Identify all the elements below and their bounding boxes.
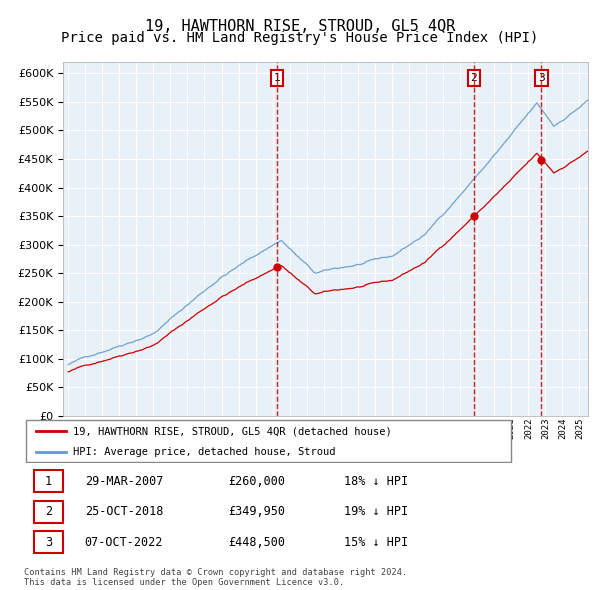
Text: 19, HAWTHORN RISE, STROUD, GL5 4QR: 19, HAWTHORN RISE, STROUD, GL5 4QR: [145, 19, 455, 34]
Text: Contains HM Land Registry data © Crown copyright and database right 2024.
This d: Contains HM Land Registry data © Crown c…: [24, 568, 407, 587]
Text: 19% ↓ HPI: 19% ↓ HPI: [344, 505, 408, 519]
Text: £448,500: £448,500: [228, 536, 285, 549]
Text: 1: 1: [274, 73, 280, 83]
Text: 3: 3: [45, 536, 52, 549]
Text: 29-MAR-2007: 29-MAR-2007: [85, 475, 163, 488]
Text: 2: 2: [470, 73, 478, 83]
FancyBboxPatch shape: [34, 532, 62, 553]
Text: 07-OCT-2022: 07-OCT-2022: [85, 536, 163, 549]
Text: 3: 3: [538, 73, 545, 83]
FancyBboxPatch shape: [26, 420, 511, 463]
FancyBboxPatch shape: [34, 501, 62, 523]
Text: Price paid vs. HM Land Registry's House Price Index (HPI): Price paid vs. HM Land Registry's House …: [61, 31, 539, 45]
Text: 19, HAWTHORN RISE, STROUD, GL5 4QR (detached house): 19, HAWTHORN RISE, STROUD, GL5 4QR (deta…: [73, 427, 392, 436]
FancyBboxPatch shape: [34, 470, 62, 492]
Text: 25-OCT-2018: 25-OCT-2018: [85, 505, 163, 519]
Text: 15% ↓ HPI: 15% ↓ HPI: [344, 536, 408, 549]
Text: £260,000: £260,000: [228, 475, 285, 488]
Text: 18% ↓ HPI: 18% ↓ HPI: [344, 475, 408, 488]
Text: £349,950: £349,950: [228, 505, 285, 519]
Text: 2: 2: [45, 505, 52, 519]
Text: 1: 1: [45, 475, 52, 488]
Text: HPI: Average price, detached house, Stroud: HPI: Average price, detached house, Stro…: [73, 447, 336, 457]
